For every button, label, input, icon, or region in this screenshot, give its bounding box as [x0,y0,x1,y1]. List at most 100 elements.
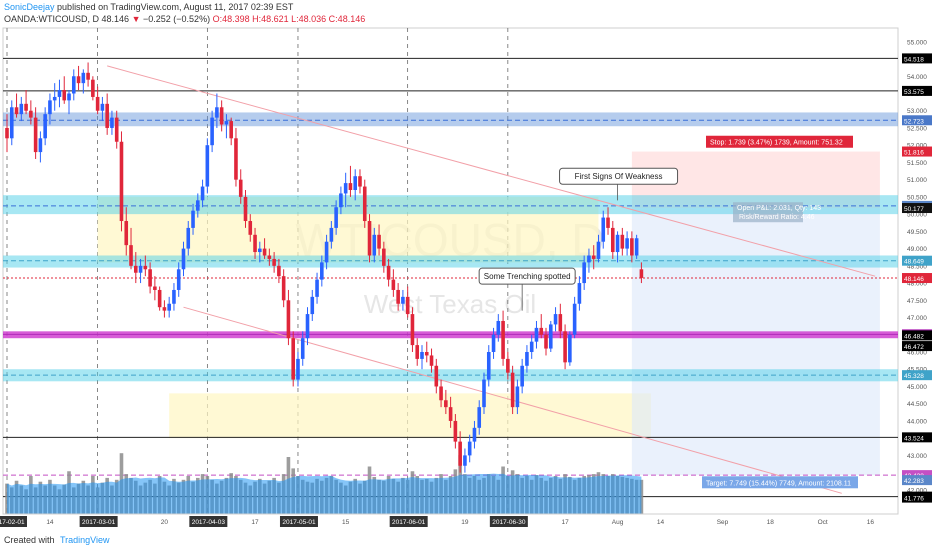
candle-body[interactable] [253,234,257,253]
candle-body[interactable] [358,176,362,187]
candle-body[interactable] [43,114,47,139]
candle-body[interactable] [329,227,334,242]
candle-body[interactable] [119,141,124,222]
candle-body[interactable] [467,441,472,456]
candle-body[interactable] [529,341,534,352]
candle-body[interactable] [100,103,105,111]
candle-body[interactable] [29,110,33,118]
candle-body[interactable] [124,221,129,246]
candle-body[interactable] [67,93,71,101]
candle-body[interactable] [143,265,148,270]
candle-body[interactable] [410,314,415,346]
candle-body[interactable] [420,352,424,359]
candle-body[interactable] [582,262,586,284]
candle-body[interactable] [401,296,405,304]
candle-body[interactable] [238,179,243,197]
candle-body[interactable] [587,255,591,263]
candle-body[interactable] [296,358,300,380]
candle-body[interactable] [129,245,133,266]
candle-body[interactable] [248,221,253,235]
candle-body[interactable] [138,265,143,273]
candle-body[interactable] [305,314,310,339]
candle-body[interactable] [281,276,286,301]
candle-body[interactable] [300,338,305,359]
candle-body[interactable] [405,296,410,315]
candle-body[interactable] [596,241,601,259]
candle-body[interactable] [477,407,482,428]
candle-body[interactable] [133,265,138,273]
candle-body[interactable] [534,327,539,342]
candle-body[interactable] [453,420,458,442]
candle-body[interactable] [472,427,477,442]
candle-body[interactable] [291,338,295,380]
candle-body[interactable] [568,334,572,363]
candle-body[interactable] [386,265,391,280]
candle-body[interactable] [196,200,200,211]
candle-body[interactable] [510,372,515,408]
candle-body[interactable] [224,121,229,125]
candle-body[interactable] [520,365,524,387]
candle-body[interactable] [501,320,505,359]
candle-body[interactable] [372,234,377,256]
candle-body[interactable] [267,255,272,259]
candle-body[interactable] [210,117,214,146]
candle-body[interactable] [639,269,644,278]
candle-body[interactable] [24,103,28,111]
candle-body[interactable] [577,283,582,304]
candle-body[interactable] [444,400,448,408]
candle-body[interactable] [114,117,119,142]
candle-body[interactable] [367,221,372,256]
candle-body[interactable] [157,289,162,308]
candle-body[interactable] [606,217,610,228]
candle-body[interactable] [601,217,606,242]
candle-body[interactable] [243,196,248,222]
candle-body[interactable] [234,138,238,180]
candle-body[interactable] [105,103,109,128]
candle-body[interactable] [353,176,358,190]
candle-body[interactable] [310,296,315,315]
candle-body[interactable] [62,90,67,101]
candle-body[interactable] [5,127,9,139]
tradingview-brand[interactable]: TradingView [60,535,110,545]
candle-body[interactable] [272,258,276,266]
candle-body[interactable] [434,365,439,387]
candle-body[interactable] [81,72,86,84]
candle-body[interactable] [215,107,219,118]
candle-body[interactable] [181,248,186,270]
candle-body[interactable] [262,248,267,256]
candle-body[interactable] [539,327,544,335]
candle-body[interactable] [315,279,319,297]
candle-body[interactable] [486,352,491,380]
candle-body[interactable] [424,352,429,356]
candle-body[interactable] [86,72,90,80]
candle-body[interactable] [491,334,496,352]
candle-body[interactable] [396,289,400,304]
candle-body[interactable] [95,96,100,111]
candle-body[interactable] [162,307,167,311]
candle-body[interactable] [348,183,353,190]
candle-body[interactable] [515,386,520,408]
candle-body[interactable] [91,79,95,97]
candle-body[interactable] [9,107,14,139]
candle-body[interactable] [496,320,501,335]
candle-body[interactable] [52,96,57,101]
candle-body[interactable] [458,441,462,466]
candle-body[interactable] [382,248,386,266]
candle-body[interactable] [148,269,152,287]
candle-body[interactable] [439,386,443,401]
candle-body[interactable] [634,238,639,256]
candle-body[interactable] [415,345,420,359]
candle-body[interactable] [625,238,629,249]
candle-body[interactable] [76,76,81,84]
candle-body[interactable] [19,103,24,115]
candle-body[interactable] [630,238,634,256]
candle-body[interactable] [153,286,157,290]
candle-body[interactable] [362,186,367,222]
candle-body[interactable] [38,138,43,153]
candle-body[interactable] [167,303,171,311]
candle-body[interactable] [572,303,577,335]
candle-body[interactable] [200,186,205,201]
candle-body[interactable] [205,145,210,187]
candle-body[interactable] [343,183,348,194]
candle-body[interactable] [186,227,191,249]
